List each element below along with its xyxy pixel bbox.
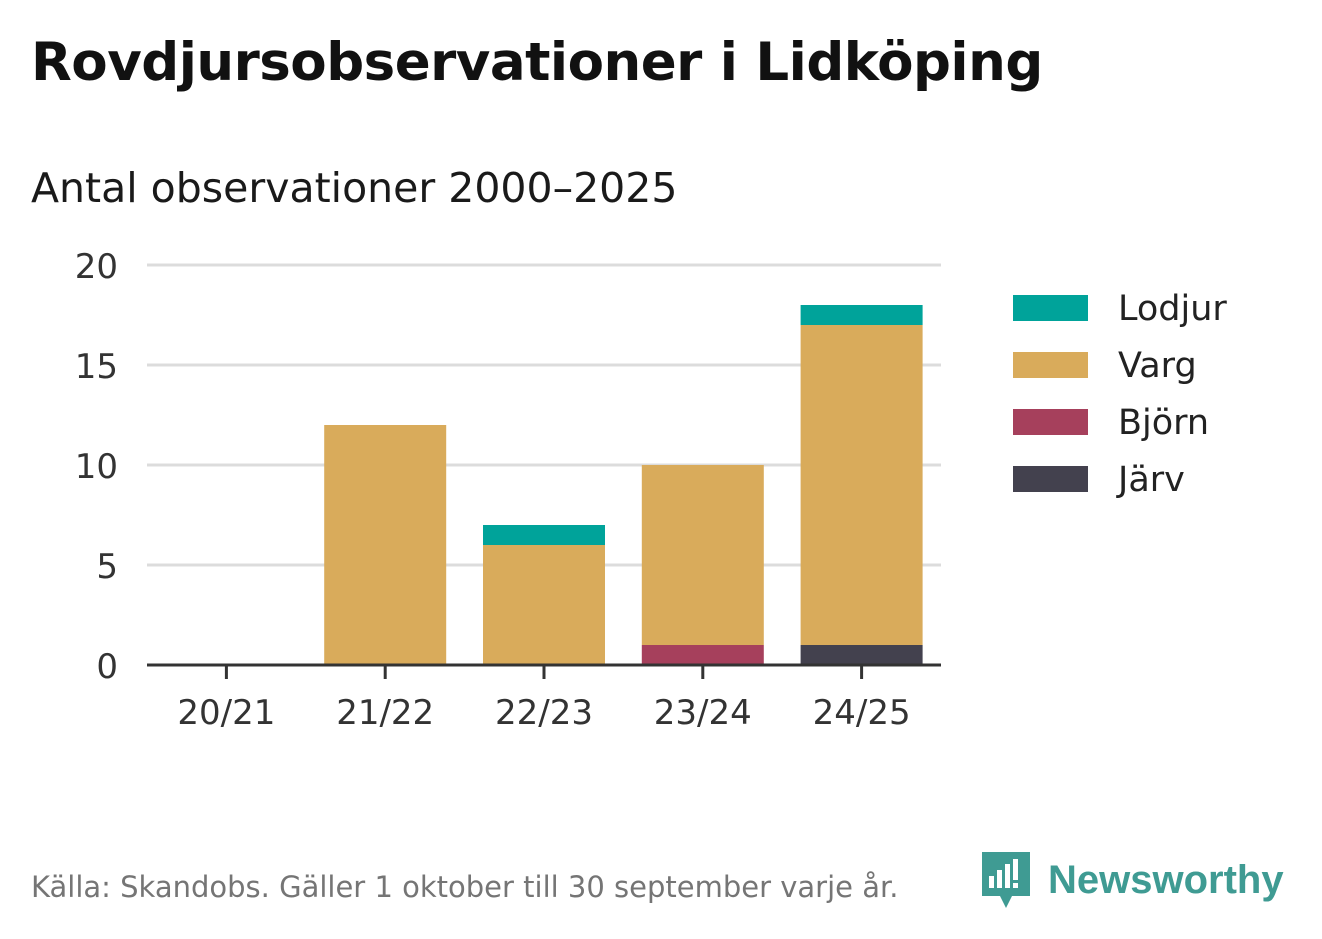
chart-title: Rovdjursobservationer i Lidköping xyxy=(31,32,1043,93)
chart-subtitle: Antal observationer 2000–2025 xyxy=(31,164,678,212)
x-tick-label: 23/24 xyxy=(654,693,752,733)
legend-label-varg: Varg xyxy=(1118,346,1197,386)
y-tick-label: 5 xyxy=(96,547,118,587)
bar-segment-varg xyxy=(483,545,605,665)
legend-swatch-lodjur xyxy=(1013,295,1088,321)
bar-segment-varg xyxy=(641,465,764,645)
bar-segment-lodjur xyxy=(483,525,605,545)
newsworthy-logo-icon xyxy=(982,852,1030,908)
x-tick-label: 22/23 xyxy=(495,693,593,733)
bar-segment-varg xyxy=(800,325,923,645)
bar-segment-järv xyxy=(800,645,923,665)
brand-logo: Newsworthy xyxy=(980,850,1284,910)
legend-label-björn: Björn xyxy=(1118,403,1209,443)
bar-segment-björn xyxy=(641,645,764,665)
bar-segment-lodjur xyxy=(800,305,923,325)
bar-segment-varg xyxy=(324,425,447,665)
legend-swatch-björn xyxy=(1013,409,1088,435)
source-note: Källa: Skandobs. Gäller 1 oktober till 3… xyxy=(31,870,899,904)
legend-swatch-järv xyxy=(1013,466,1088,492)
y-tick-label: 15 xyxy=(75,347,118,387)
brand-name: Newsworthy xyxy=(1048,857,1284,902)
y-tick-label: 0 xyxy=(96,647,118,687)
legend-label-järv: Järv xyxy=(1116,460,1185,500)
legend-label-lodjur: Lodjur xyxy=(1118,289,1227,329)
x-tick-label: 24/25 xyxy=(813,693,911,733)
y-tick-label: 10 xyxy=(75,447,118,487)
stacked-bar-chart: 0 5 10 15 20 20/21 21/22 22/23 23/24 24/25 Lodjur V… xyxy=(75,247,1228,733)
x-tick-label: 21/22 xyxy=(336,693,434,733)
legend-swatch-varg xyxy=(1013,352,1088,378)
y-tick-label: 20 xyxy=(75,247,118,287)
x-tick-label: 20/21 xyxy=(177,693,275,733)
